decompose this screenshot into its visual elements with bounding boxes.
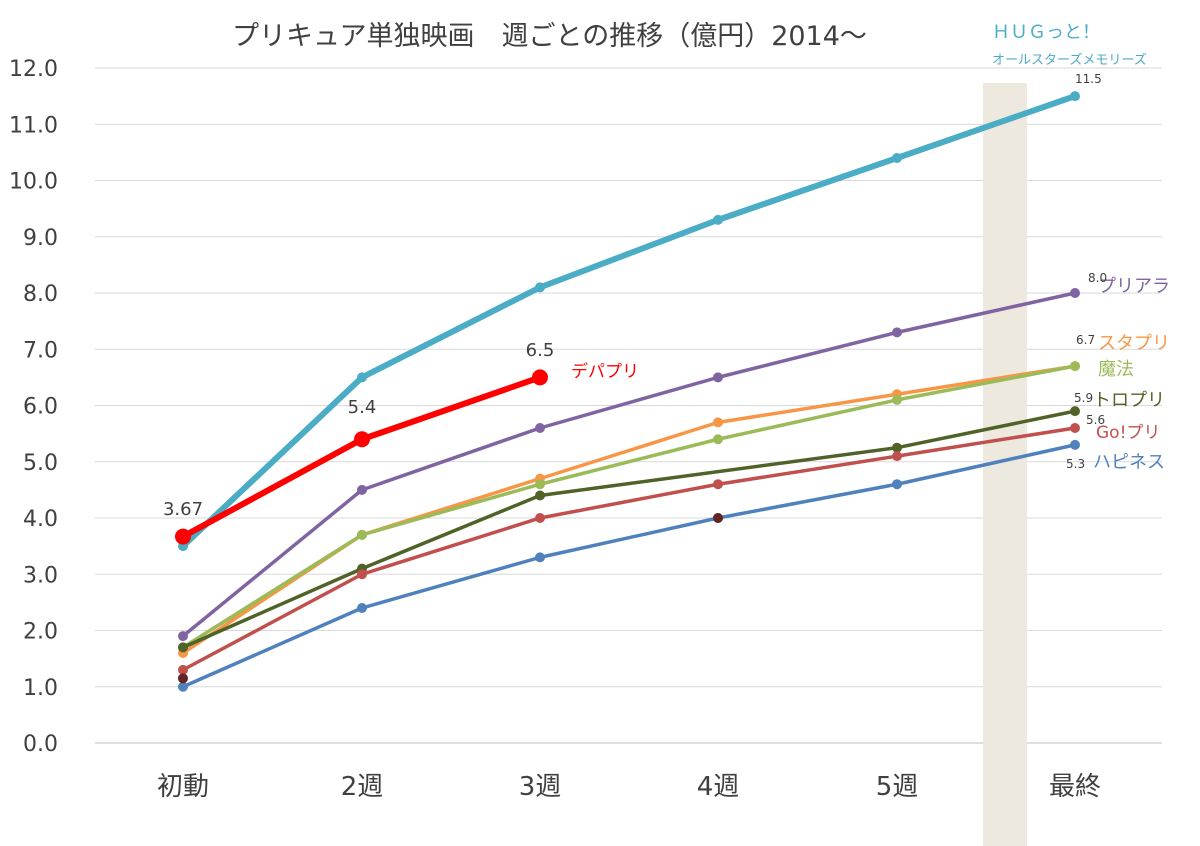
data-point (1070, 361, 1080, 372)
series-name: プリアラ (1098, 276, 1170, 297)
data-point (178, 642, 188, 653)
data-label: 5.4 (348, 397, 377, 418)
x-tick-label: 5週 (876, 772, 919, 802)
data-point (357, 529, 367, 540)
y-tick-label: 2.0 (23, 620, 58, 645)
data-point (357, 569, 367, 580)
series-line (180, 93, 1078, 550)
series-name: 魔法 (1098, 359, 1134, 380)
data-point (1070, 288, 1080, 298)
data-point (535, 490, 545, 501)
data-point (713, 479, 723, 490)
x-tick-label: 最終 (1049, 772, 1101, 802)
data-point (178, 664, 188, 675)
data-point (535, 423, 545, 433)
y-tick-label: 1.0 (23, 676, 58, 701)
series-line (181, 364, 1077, 650)
series-name: トロプリ (1093, 390, 1165, 411)
data-label: 6.7 (1076, 333, 1095, 347)
data-point (892, 479, 902, 490)
data-label: 5.3 (1066, 457, 1085, 471)
y-axis: 0.0 1.0 2.0 3.0 4.0 5.0 6.0 7.0 8.0 9.0 10.0 11.0 12… (9, 57, 58, 757)
series-line (181, 291, 1077, 638)
data-label: 8.0 (1088, 271, 1107, 285)
y-tick-label: 9.0 (23, 226, 58, 251)
data-point (357, 372, 367, 383)
data-point (535, 479, 545, 490)
y-tick-label: 10.0 (9, 170, 58, 195)
y-tick-label: 8.0 (23, 282, 58, 307)
data-point (1070, 423, 1080, 433)
series-line (181, 443, 1077, 689)
y-tick-label: 12.0 (9, 57, 58, 82)
series-name: スタプリ (1098, 333, 1170, 354)
data-point (175, 528, 191, 545)
data-point (892, 442, 902, 453)
extra-point (713, 513, 723, 523)
series-name: ハピネス (1093, 452, 1165, 473)
data-point (892, 394, 902, 405)
chart-title: プリキュア単独映画 週ごとの推移（億円）2014～ (232, 21, 867, 52)
data-point (713, 417, 723, 428)
y-tick-label: 7.0 (23, 338, 58, 363)
data-point (713, 214, 723, 225)
data-label: 6.5 (526, 340, 555, 361)
data-point (535, 282, 545, 293)
y-tick-label: 4.0 (23, 507, 58, 532)
data-point (892, 451, 902, 462)
x-tick-label: 2週 (341, 772, 384, 802)
data-point (178, 631, 188, 642)
series-name: Go!プリ (1096, 423, 1160, 443)
x-tick-label: 初動 (157, 772, 209, 802)
y-tick-label: 3.0 (23, 563, 58, 588)
data-point (354, 431, 370, 448)
x-axis: 初動 2週 3週 4週 5週 最終 (157, 772, 1101, 802)
series-lines (175, 91, 1080, 692)
y-tick-label: 0.0 (23, 732, 58, 757)
data-point (535, 513, 545, 523)
extra-points (178, 513, 723, 684)
data-point (178, 681, 188, 692)
data-point (1070, 406, 1080, 417)
data-point (1070, 91, 1080, 102)
y-tick-label: 6.0 (23, 395, 58, 420)
x-tick-label: 4週 (697, 772, 740, 802)
data-label: 5.6 (1086, 413, 1105, 427)
series-line (181, 426, 1077, 672)
series-name: ＨＵＧっと！ (992, 22, 1100, 43)
data-point (357, 603, 367, 613)
x-tick-label: 3週 (519, 772, 562, 802)
data-label: 5.9 (1074, 391, 1093, 405)
extra-point (178, 673, 188, 684)
series-line (181, 364, 1077, 655)
y-tick-label: 11.0 (9, 113, 58, 138)
series-name: デパプリ (571, 361, 639, 382)
series-subname: オールスターズメモリーズ (992, 52, 1147, 68)
data-label: 3.67 (163, 499, 203, 520)
data-point (535, 552, 545, 563)
data-point (532, 369, 548, 386)
data-point (892, 153, 902, 163)
y-tick-label: 5.0 (23, 451, 58, 476)
series-line (181, 409, 1077, 650)
data-point (357, 484, 367, 495)
data-label: 11.5 (1075, 72, 1102, 86)
data-point (1070, 439, 1080, 450)
data-point (713, 434, 723, 445)
data-point (713, 372, 723, 383)
data-point (892, 327, 902, 338)
